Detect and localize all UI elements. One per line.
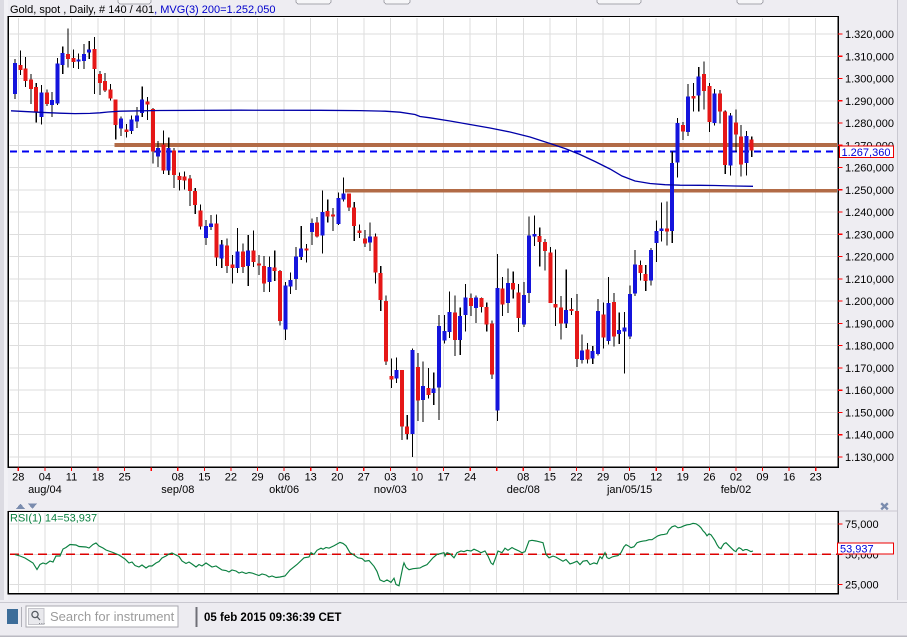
svg-text:...: ...	[39, 617, 46, 626]
svg-text:1.220,000: 1.220,000	[845, 252, 894, 264]
svg-text:17: 17	[437, 472, 449, 484]
svg-text:nov/03: nov/03	[374, 484, 407, 496]
svg-text:26: 26	[703, 472, 715, 484]
svg-text:25: 25	[118, 472, 130, 484]
svg-text:1.190,000: 1.190,000	[845, 318, 894, 330]
svg-text:22: 22	[570, 472, 582, 484]
svg-text:05: 05	[623, 472, 635, 484]
svg-text:1.140,000: 1.140,000	[845, 430, 894, 442]
svg-text:1.200,000: 1.200,000	[845, 296, 894, 308]
svg-text:okt/06: okt/06	[269, 484, 299, 496]
svg-text:25,000: 25,000	[845, 580, 879, 592]
svg-text:RSI(1) 14=53,937: RSI(1) 14=53,937	[10, 513, 97, 525]
svg-text:02: 02	[730, 472, 742, 484]
svg-text:08: 08	[517, 472, 529, 484]
svg-text:1.240,000: 1.240,000	[845, 207, 894, 219]
svg-text:75,000: 75,000	[845, 519, 879, 531]
svg-text:10: 10	[411, 472, 423, 484]
svg-text:08: 08	[172, 472, 184, 484]
svg-text:12: 12	[650, 472, 662, 484]
svg-text:1.300,000: 1.300,000	[845, 74, 894, 86]
svg-text:1.280,000: 1.280,000	[845, 118, 894, 130]
svg-text:1.160,000: 1.160,000	[845, 385, 894, 397]
svg-text:24: 24	[464, 472, 476, 484]
svg-text:1.230,000: 1.230,000	[845, 229, 894, 241]
svg-text:18: 18	[92, 472, 104, 484]
svg-text:03: 03	[384, 472, 396, 484]
svg-text:11: 11	[66, 472, 77, 484]
svg-text:29: 29	[251, 472, 263, 484]
svg-text:23: 23	[810, 472, 822, 484]
svg-text:27: 27	[358, 472, 370, 484]
svg-text:1.250,000: 1.250,000	[845, 185, 894, 197]
svg-text:1.260,000: 1.260,000	[845, 163, 894, 175]
svg-text:20: 20	[331, 472, 343, 484]
svg-text:04: 04	[39, 472, 51, 484]
svg-text:06: 06	[278, 472, 290, 484]
svg-text:1.150,000: 1.150,000	[845, 407, 894, 419]
svg-text:1.267,360: 1.267,360	[842, 147, 891, 159]
svg-text:22: 22	[225, 472, 237, 484]
svg-text:29: 29	[597, 472, 609, 484]
svg-text:Gold, spot , Daily, # 140 / 40: Gold, spot , Daily, # 140 / 401, MVG(3) …	[10, 4, 276, 16]
svg-text:15: 15	[544, 472, 556, 484]
svg-text:28: 28	[12, 472, 24, 484]
svg-text:1.310,000: 1.310,000	[845, 51, 894, 63]
svg-text:15: 15	[198, 472, 210, 484]
svg-text:1.130,000: 1.130,000	[845, 452, 894, 464]
svg-text:19: 19	[677, 472, 689, 484]
svg-text:1.210,000: 1.210,000	[845, 274, 894, 286]
svg-text:09: 09	[756, 472, 768, 484]
svg-text:1.170,000: 1.170,000	[845, 363, 894, 375]
svg-text:Search for instrument: Search for instrument	[50, 609, 175, 624]
svg-text:aug/04: aug/04	[28, 484, 62, 496]
svg-text:1.180,000: 1.180,000	[845, 341, 894, 353]
svg-text:53,937: 53,937	[840, 544, 874, 556]
svg-text:1.290,000: 1.290,000	[845, 96, 894, 108]
svg-text:dec/08: dec/08	[507, 484, 540, 496]
svg-text:16: 16	[783, 472, 795, 484]
svg-text:sep/08: sep/08	[161, 484, 194, 496]
svg-text:1.320,000: 1.320,000	[845, 29, 894, 41]
svg-text:13: 13	[305, 472, 317, 484]
svg-text:05 feb 2015 09:36:39 CET: 05 feb 2015 09:36:39 CET	[204, 612, 341, 624]
svg-text:jan/05/15: jan/05/15	[606, 484, 652, 496]
svg-text:feb/02: feb/02	[721, 484, 752, 496]
